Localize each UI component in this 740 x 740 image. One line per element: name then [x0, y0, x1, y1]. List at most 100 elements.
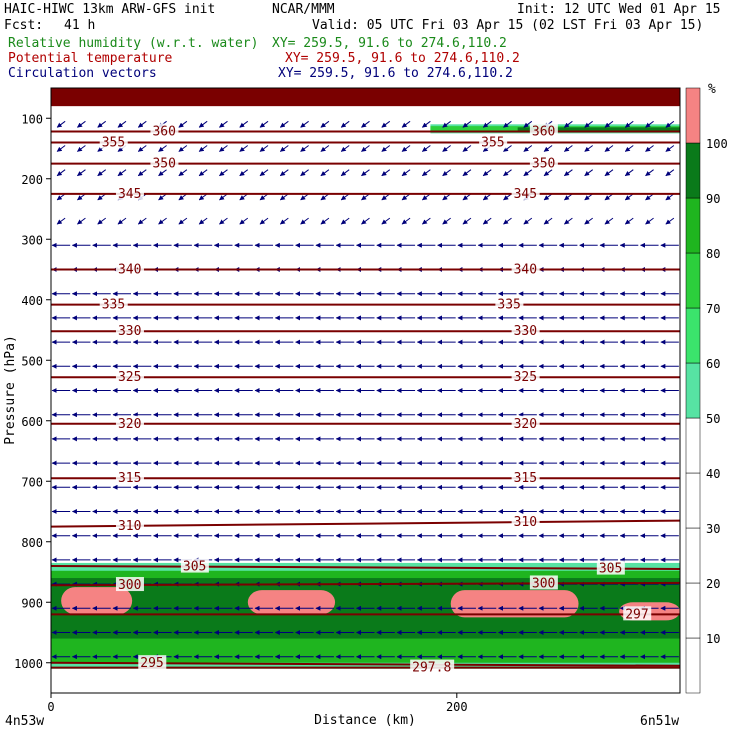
circulation-vector [340, 145, 350, 152]
circulation-vector [137, 120, 147, 128]
isentrope-label-bg [495, 296, 524, 311]
circulation-vector [381, 217, 391, 225]
colorbar-cell [685, 417, 701, 474]
isentrope-label: 320 [514, 417, 537, 432]
isentrope-label: 300 [532, 576, 555, 591]
field-name-theta: Potential temperature [8, 51, 173, 66]
isentrope-label-bg [511, 514, 540, 529]
circulation-vector [219, 145, 228, 152]
circulation-vector [665, 145, 675, 152]
circulation-vector [645, 217, 654, 225]
isentrope-label: 325 [118, 370, 141, 385]
isentrope-label-bg [115, 517, 144, 532]
colorbar-label: 40 [706, 467, 720, 481]
y-tick-label: 400 [21, 294, 43, 308]
x-axis-title: Distance (km) [314, 713, 416, 728]
circulation-vector [158, 217, 167, 225]
rh-region [247, 590, 336, 615]
circulation-vector [361, 145, 370, 152]
isentrope-label: 340 [118, 263, 141, 278]
circulation-vector [381, 169, 391, 177]
isentrope-label: 310 [514, 515, 537, 530]
circulation-vector [401, 169, 411, 177]
circulation-vector [340, 120, 350, 128]
circulation-vector [462, 120, 472, 128]
fcst-value: 41 h [64, 18, 96, 33]
circulation-vector [442, 193, 451, 201]
isentrope-label: 355 [481, 135, 504, 150]
circulation-vector [158, 193, 167, 201]
y-tick-label: 700 [21, 475, 43, 489]
circulation-vector [604, 193, 614, 201]
circulation-vector [482, 193, 492, 201]
circulation-vector [564, 145, 573, 152]
isentrope-label-bg [410, 659, 455, 674]
circulation-vector [624, 120, 634, 128]
circulation-vector [279, 120, 289, 128]
circulation-vector [645, 145, 654, 152]
circulation-vector [239, 169, 249, 177]
y-tick-label: 600 [21, 415, 43, 429]
isentrope-label: 297 [625, 607, 648, 622]
circulation-vector [77, 145, 86, 152]
isentrope-label-bg [511, 470, 540, 485]
circulation-vector [137, 217, 147, 225]
isentrope-label: 335 [497, 298, 520, 313]
isentrope-label: 335 [102, 298, 125, 313]
circulation-vector [300, 169, 309, 177]
isentrope-label-bg [479, 134, 508, 149]
circulation-vector [219, 120, 228, 128]
circulation-vector [259, 145, 269, 152]
circulation-vector [117, 169, 127, 177]
isentrope-line [51, 564, 680, 570]
isentrope-label-bg [529, 123, 558, 138]
org-label: NCAR/MMM [272, 2, 335, 17]
y-tick-label: 900 [21, 596, 43, 610]
circulation-vector [462, 169, 472, 177]
circulation-vector [361, 120, 370, 128]
circulation-vector [178, 120, 188, 128]
colorbar-label: 90 [706, 192, 720, 206]
isentrope-label-bg [99, 296, 128, 311]
circulation-vector [381, 193, 391, 201]
y-axis-title: Pressure (hPa) [3, 335, 18, 445]
circulation-vector [340, 193, 350, 201]
isentrope-label: 305 [599, 562, 622, 577]
circulation-vector [77, 169, 86, 177]
colorbar-cell [685, 142, 701, 199]
circulation-vector [665, 217, 675, 225]
circulation-vector [259, 193, 269, 201]
isentrope-label-bg [115, 415, 144, 430]
isentrope-labels: 360 360 355 355 350 350 345 345 340 340 335 335 330 3… [99, 123, 652, 676]
circulation-vector [462, 145, 472, 152]
circulation-vector [442, 169, 451, 177]
circulation-vector [503, 145, 512, 152]
circulation-vector [584, 120, 593, 128]
circulation-vector [259, 217, 269, 225]
circulation-vector [239, 217, 249, 225]
circulation-vector [462, 193, 472, 201]
colorbar-label: 80 [706, 247, 720, 261]
circulation-vector [604, 169, 614, 177]
circulation-vector [300, 120, 309, 128]
circulation-vector [361, 169, 370, 177]
circulation-vector [300, 193, 309, 201]
circulation-vector [300, 145, 309, 152]
colorbar-cell [685, 197, 701, 254]
colorbar-cell [685, 472, 701, 529]
circulation-vector [604, 120, 614, 128]
circulation-vector [523, 120, 533, 128]
isentrope-label: 305 [183, 560, 206, 575]
x-tick-label: 200 [446, 700, 468, 714]
circulation-vector [320, 217, 330, 225]
isentrope-line [51, 519, 680, 528]
circulation-vector [442, 217, 451, 225]
circulation-vector [503, 193, 512, 201]
colorbar-cell [685, 527, 701, 584]
colorbar-unit: % [708, 82, 716, 97]
colorbar-cell [685, 87, 701, 144]
circulation-vector [523, 145, 533, 152]
isentrope-label-bg [529, 575, 558, 590]
circulation-vector [421, 217, 431, 225]
colorbar-cell [685, 582, 701, 639]
